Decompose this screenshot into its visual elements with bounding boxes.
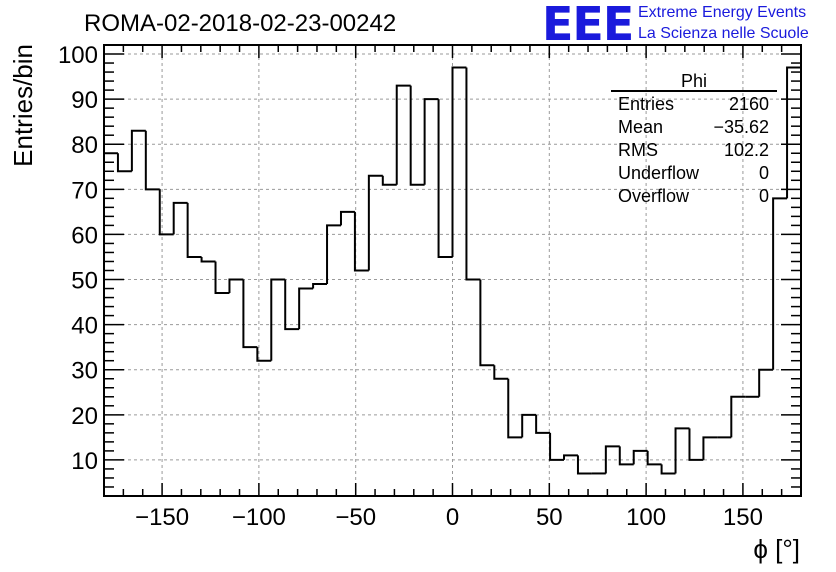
histogram-bin xyxy=(367,174,383,271)
histogram-bin xyxy=(786,66,801,199)
y-tick-label: 80 xyxy=(71,132,98,159)
histogram-bin xyxy=(242,279,258,349)
histogram-bin xyxy=(214,261,230,295)
x-tick-label: 150 xyxy=(723,504,763,531)
axis-ticks xyxy=(104,45,801,496)
histogram-bin xyxy=(730,395,746,438)
histogram-bin xyxy=(688,428,704,461)
x-tick-label: −150 xyxy=(135,504,189,531)
histogram-bin xyxy=(395,84,411,185)
y-tick-label: 70 xyxy=(71,177,98,204)
x-tick-label: −100 xyxy=(232,504,286,531)
stats-label: Overflow xyxy=(618,186,690,206)
histogram-bin xyxy=(521,413,537,438)
histogram-bin xyxy=(326,224,341,285)
histogram-bin xyxy=(772,197,788,370)
histogram-bin xyxy=(507,378,523,439)
x-tick-label: 100 xyxy=(626,504,666,531)
y-tick-label: 20 xyxy=(71,403,98,430)
y-tick-label: 50 xyxy=(71,268,98,295)
y-tick-label: 10 xyxy=(71,448,98,475)
histogram-bin xyxy=(144,130,160,191)
histogram-bin xyxy=(479,279,495,367)
stats-label: Entries xyxy=(618,94,674,114)
histogram-bin xyxy=(702,436,718,460)
x-tick-label: 0 xyxy=(446,504,459,531)
histogram-bin xyxy=(353,211,369,272)
y-tick-label: 90 xyxy=(71,87,98,114)
stats-label: RMS xyxy=(618,140,658,160)
histogram-bin xyxy=(535,414,551,434)
histogram-bin xyxy=(758,368,774,397)
histogram-bin xyxy=(116,153,132,173)
histogram-bin xyxy=(256,347,272,362)
stats-label: Mean xyxy=(618,117,663,137)
histogram-bin xyxy=(646,450,662,466)
y-tick-label: 100 xyxy=(58,42,98,69)
x-tick-label: 50 xyxy=(536,504,563,531)
histogram-bin xyxy=(228,278,244,294)
histogram-bin xyxy=(549,432,565,461)
chart-title: ROMA-02-2018-02-23-00242 xyxy=(84,10,397,37)
histogram-bin xyxy=(660,464,676,475)
histogram-bin xyxy=(451,66,467,257)
histogram-bin xyxy=(604,445,620,474)
histogram xyxy=(104,66,801,475)
stats-label: Underflow xyxy=(618,163,700,183)
y-tick-label: 60 xyxy=(71,222,98,249)
histogram-bin xyxy=(493,365,509,380)
stats-value: 102.2 xyxy=(724,140,769,160)
histogram-bin xyxy=(284,279,300,331)
eee-logo-mark: EEE xyxy=(542,0,634,51)
histogram-bin xyxy=(563,454,578,460)
histogram-bin xyxy=(465,67,481,281)
stats-box: Phi Entries 2160 Mean −35.62 RMS 102.2 Underfl… xyxy=(611,71,777,206)
histogram-bin xyxy=(423,98,439,185)
brand-line-2: La Scienza nelle Scuole xyxy=(638,25,809,42)
histogram-bin xyxy=(172,201,188,235)
y-axis-label: Entries/bin xyxy=(8,44,38,167)
histogram-bin xyxy=(409,85,425,186)
tick-labels: −150 −100 −50 0 50 100 150 10 20 30 40 50 60 70 80 90 10… xyxy=(58,42,763,531)
histogram-bin xyxy=(298,287,314,330)
stats-title: Phi xyxy=(681,71,707,91)
histogram-bin xyxy=(186,202,202,258)
stats-value: 2160 xyxy=(729,94,769,114)
histogram-bin xyxy=(576,455,592,475)
histogram-bin xyxy=(674,427,690,474)
histogram-bin xyxy=(618,446,634,466)
y-tick-label: 40 xyxy=(71,313,98,340)
stats-value: 0 xyxy=(759,163,769,183)
histogram-bin xyxy=(312,283,328,289)
histogram-bin xyxy=(339,210,355,226)
y-tick-label: 30 xyxy=(71,358,98,385)
histogram-bin xyxy=(200,256,216,263)
stats-value: −35.62 xyxy=(713,117,769,137)
histogram-bin xyxy=(158,189,174,236)
histogram-bin xyxy=(130,129,146,172)
x-axis-label: ϕ [°] xyxy=(753,534,800,564)
histogram-bin xyxy=(632,449,648,465)
stats-value: 0 xyxy=(759,186,769,206)
x-tick-label: −50 xyxy=(335,504,376,531)
histogram-bin xyxy=(381,175,397,186)
histogram-bin xyxy=(270,278,286,361)
histogram-bin xyxy=(437,99,453,258)
brand-line-1: Extreme Energy Events xyxy=(638,4,807,21)
